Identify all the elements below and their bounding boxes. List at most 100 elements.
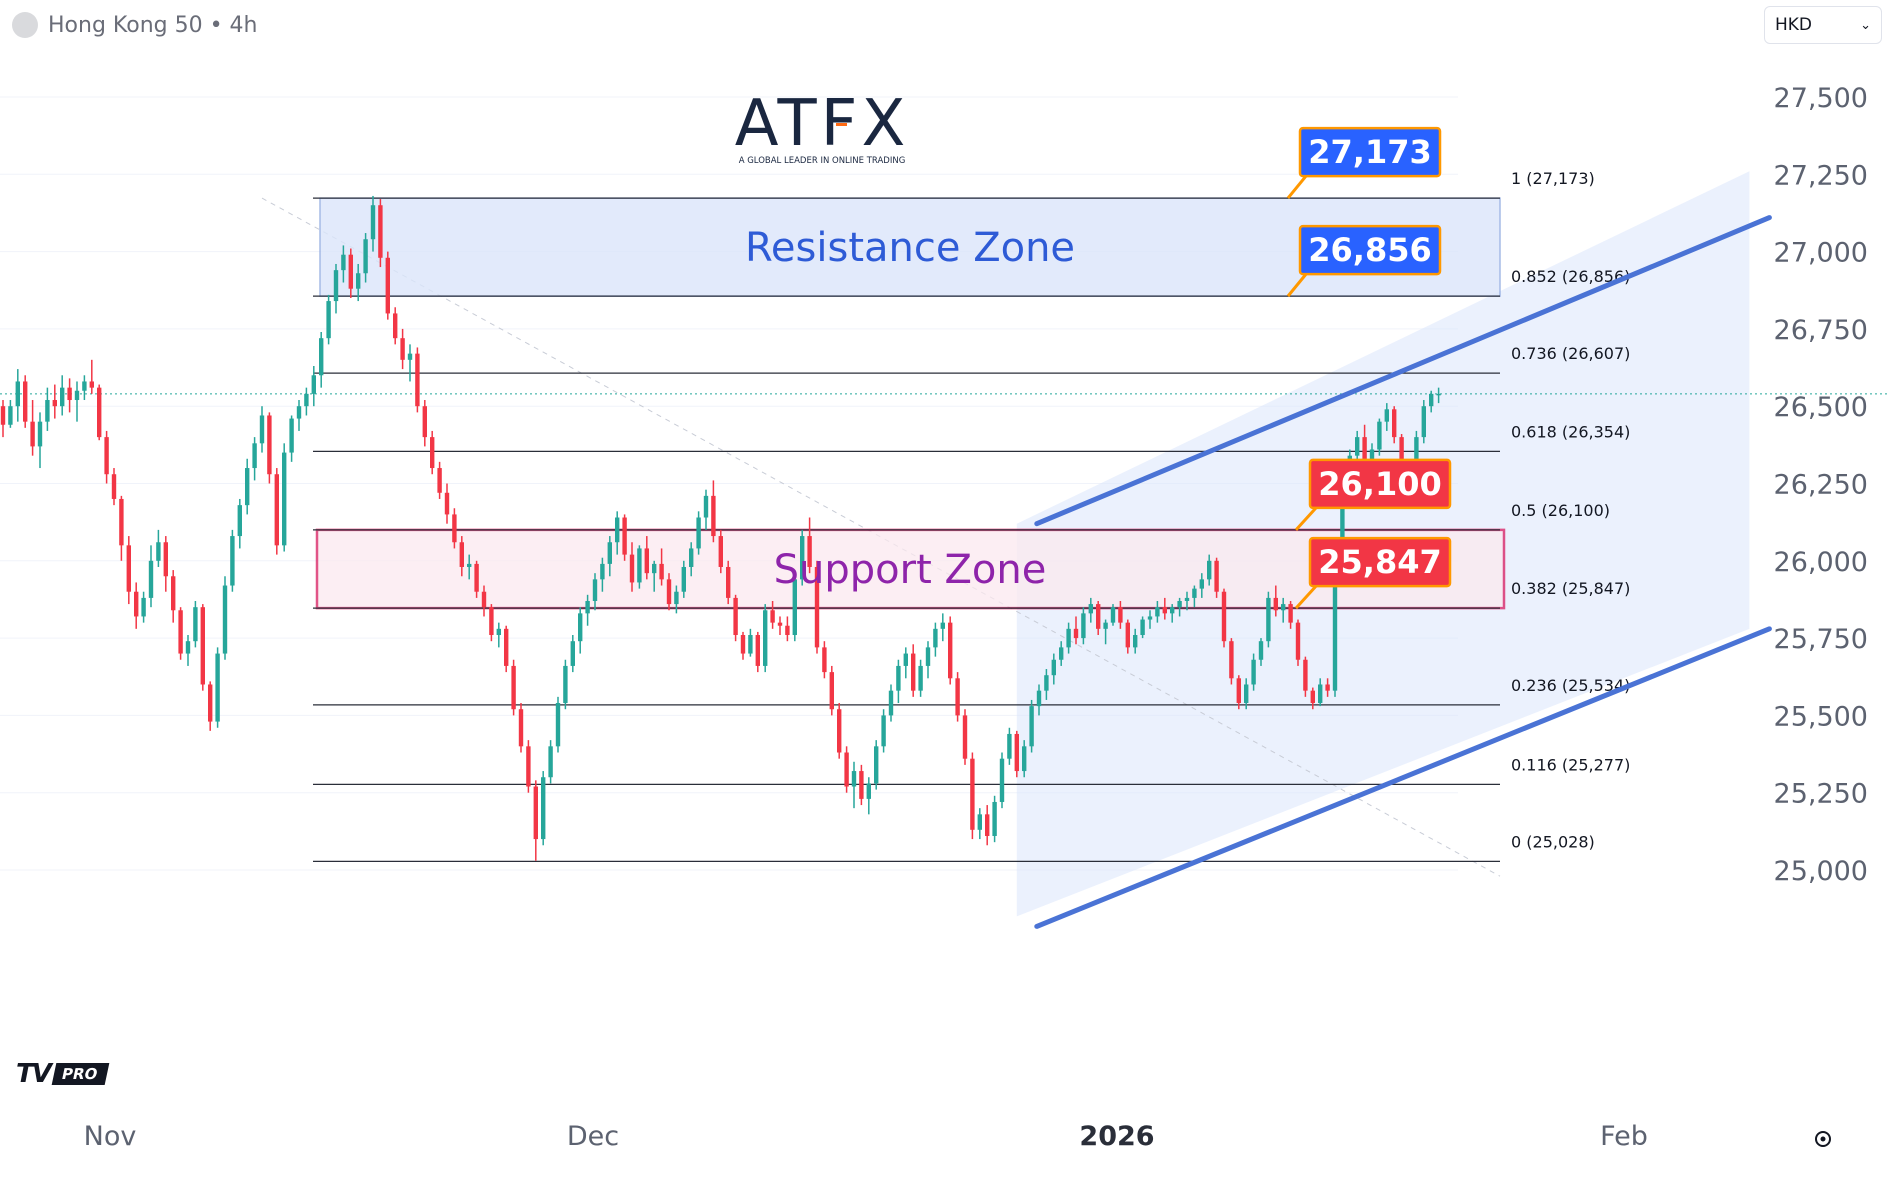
candle-body [400,338,405,360]
symbol-header[interactable]: Hong Kong 50 • 4h [12,10,258,40]
time-axis: Nov Dec 2026 Feb [84,1121,1648,1152]
candle-body [1007,733,1012,759]
price-badge-text: 26,856 [1308,231,1431,269]
candle-body [1355,437,1360,456]
candle-body [267,415,272,475]
candle-body [1155,607,1160,617]
fib-level-label: 0.382 (25,847) [1511,579,1630,598]
price-axis: 27,500 27,250 27,000 26,750 26,500 26,250 26,0… [1774,83,1868,887]
candle-body [1133,635,1138,648]
candle-body [274,474,279,546]
candle-body [689,548,694,567]
candle-body [977,814,982,830]
fib-level-label: 1 (27,173) [1511,169,1595,188]
chart-settings-button[interactable] [1810,1126,1836,1152]
candle-body [126,545,131,592]
candle-body [1377,421,1382,450]
candle-body [637,548,642,583]
candle-body [1096,604,1101,629]
price-callouts: 27,173 26,856 26,100 25,847 [1286,126,1452,610]
price-tick-label: 25,500 [1774,701,1868,732]
price-tick-label: 25,750 [1774,624,1868,655]
candle-body [1295,622,1301,660]
atfx-tagline: A GLOBAL LEADER IN ONLINE TRADING [739,156,906,166]
candle-body [933,628,938,648]
symbol-icon [12,12,38,38]
candle-body [356,273,361,289]
time-tick-label: Dec [567,1121,619,1152]
candle-body [378,205,383,258]
support-zone-title: Support Zone [774,547,1047,593]
candle-body [1384,409,1389,422]
candle-body [859,771,864,799]
candle-body [992,801,997,836]
candle-body [1036,690,1042,707]
candle-body [1177,600,1182,608]
candle-body [785,625,790,636]
candle-body [385,257,390,314]
candle-body [748,635,753,654]
candle-body [67,387,72,401]
candle-body [393,313,398,339]
candle-body [1429,393,1434,407]
candle-body [578,613,583,642]
candle-body [1421,406,1426,438]
gear-icon [1815,1131,1831,1147]
candle-body [496,628,501,636]
candle-body [230,536,235,586]
price-badge-text: 27,173 [1308,133,1431,171]
candle-body [763,610,768,666]
candle-body [1303,659,1308,691]
candle-body [844,752,849,787]
candle-body [30,421,35,447]
candle-body [911,653,916,691]
pro-badge: PRO [51,1063,110,1085]
symbol-title: Hong Kong 50 • 4h [48,12,258,38]
candle-body [866,783,871,799]
candle-body [1140,619,1145,636]
candle-body [615,517,620,543]
support-zone [315,528,1506,610]
candle-body [1236,678,1241,704]
candle-body [985,814,990,836]
candle-body [0,406,6,425]
candle-body [1147,616,1153,620]
channel-lower-line [1034,626,1772,929]
candle-body [822,647,827,673]
atfx-logo: ATFX A GLOBAL LEADER IN ONLINE TRADING [735,87,910,166]
candle-body [52,400,57,407]
candle-body [60,387,65,407]
fib-level-label: 0.736 (26,607) [1511,344,1630,363]
candle-body [97,387,102,438]
atfx-logo-wordmark: ATFX [735,87,910,161]
candle-body [489,607,494,636]
candle-body [1325,684,1330,691]
candle-body [1318,684,1323,704]
candle-body [141,597,146,617]
candle-body [37,421,43,447]
candle-body [8,406,13,425]
candle-body [1258,641,1264,660]
price-tick-label: 26,000 [1774,547,1868,578]
candle-body [1340,474,1345,567]
candle-body [674,591,679,605]
candle-body [1392,409,1397,438]
support-price-badge [1308,458,1452,510]
candle-body [326,301,331,339]
candle-body [481,591,487,608]
candle-body [333,270,339,302]
candle-body [252,443,257,469]
candle-body [563,665,568,704]
currency-dropdown[interactable]: HKD ⌄ [1764,6,1882,44]
fib-level-label: 0 (25,028) [1511,832,1595,851]
candle-body [948,622,953,679]
candle-body [1044,675,1049,691]
tradingview-logo[interactable]: TV PRO [16,1059,110,1089]
candle-body [541,777,546,840]
candle-body [696,517,701,549]
candle-body [511,665,516,710]
candle-body [1192,588,1197,598]
candle-body [585,600,590,614]
